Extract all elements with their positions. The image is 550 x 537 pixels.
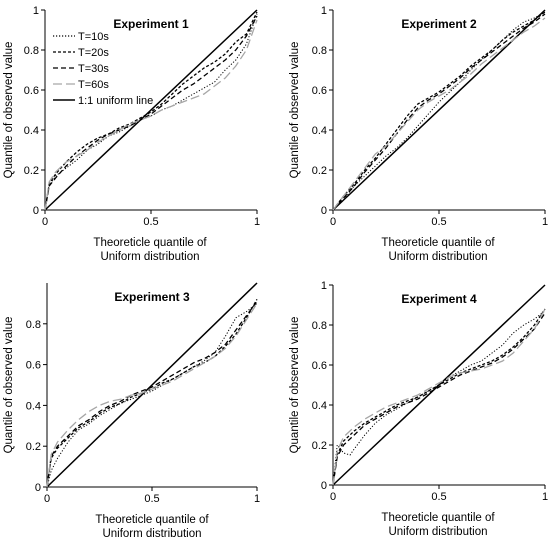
legend-entry: T=20s (78, 47, 109, 59)
x-axis-label: Uniform distribution (388, 526, 487, 537)
y-tick-label: 0.6 (312, 85, 327, 97)
panel-experiment-1: 0 0.5 1 0 0.2 0.4 0.6 0.8 1 Experiment 1 Theoretic… (3, 5, 260, 263)
panel-title: Experiment 3 (114, 290, 190, 304)
y-axis-label: Quantile of observed value (3, 317, 15, 454)
series-line-3 (46, 301, 258, 488)
y-tick-label: 0.2 (312, 165, 327, 177)
x-tick-label: 0 (330, 491, 336, 503)
series-line-2 (44, 11, 258, 211)
y-tick-label: 0.2 (312, 440, 327, 452)
y-tick-label: 0.6 (26, 360, 41, 372)
y-tick-label: 0.4 (24, 125, 39, 137)
y-tick-label: 0.8 (24, 45, 39, 57)
x-tick-label: 0.5 (143, 216, 158, 228)
y-tick-label: 0 (321, 205, 327, 217)
x-tick-label: 0.5 (431, 491, 446, 503)
x-axis-label: Theoreticle quantile of (381, 237, 495, 249)
uniform-reference-line (332, 9, 546, 211)
y-tick-label: 1 (33, 5, 39, 17)
legend-entry: 1:1 uniform line (78, 95, 153, 107)
y-axis-label: Quantile of observed value (3, 42, 15, 179)
legend-entry: T=30s (78, 63, 109, 75)
y-tick-label: 0 (321, 480, 327, 492)
series-line-3 (332, 13, 546, 211)
y-tick-label: 0.4 (26, 400, 41, 412)
y-tick-label: 0.8 (26, 319, 41, 331)
x-tick-label: 1 (542, 216, 548, 228)
x-tick-label: 1 (542, 491, 548, 503)
y-tick-label: 1 (321, 280, 327, 292)
x-tick-label: 0 (44, 493, 50, 505)
x-tick-label: 1 (254, 493, 260, 505)
uniform-reference-line (46, 282, 258, 488)
uniform-reference-line (44, 9, 258, 211)
y-tick-label: 1 (321, 5, 327, 17)
x-tick-label: 1 (254, 216, 260, 228)
x-axis-label: Uniform distribution (102, 528, 201, 537)
series-line-2 (332, 11, 546, 211)
series-line-1 (332, 11, 546, 211)
panel-experiment-2: 0 0.5 1 0 0.2 0.4 0.6 0.8 1 Experiment 2 Theoretic… (289, 5, 548, 263)
series-line-3 (44, 15, 258, 211)
legend: T=10s T=20s T=30s T=60s 1:1 uniform line (53, 31, 153, 107)
series-line-1 (46, 303, 258, 488)
y-tick-label: 0.8 (312, 45, 327, 57)
series-line-1 (332, 310, 546, 486)
y-tick-label: 0.4 (312, 400, 327, 412)
legend-entry: T=10s (78, 31, 109, 43)
series-line-4 (332, 308, 546, 486)
y-tick-label: 0.4 (312, 125, 327, 137)
x-axis-label: Theoreticle quantile of (95, 514, 209, 526)
y-tick-label: 0.2 (26, 441, 41, 453)
series-line-4 (44, 19, 258, 211)
y-tick-label: 0.6 (24, 85, 39, 97)
y-tick-label: 0.2 (24, 165, 39, 177)
panel-experiment-4: 0 0.5 1 0 0.2 0.4 0.6 0.8 1 Experiment 4 Theoretic… (289, 280, 548, 537)
series-line-3 (332, 312, 546, 486)
series-line-2 (46, 298, 258, 488)
x-tick-label: 0.5 (431, 216, 446, 228)
y-tick-label: 0.6 (312, 360, 327, 372)
y-tick-label: 0 (35, 482, 41, 494)
series-line-4 (332, 17, 546, 211)
x-axis-label: Uniform distribution (388, 251, 487, 263)
y-tick-label: 0.8 (312, 320, 327, 332)
x-tick-label: 0 (330, 216, 336, 228)
panel-title: Experiment 2 (401, 17, 477, 31)
x-axis-label: Theoreticle quantile of (381, 512, 495, 524)
x-axis-label: Uniform distribution (100, 251, 199, 263)
y-axis-label: Quantile of observed value (289, 317, 301, 454)
x-tick-label: 0.5 (144, 493, 159, 505)
x-axis-label: Theoreticle quantile of (93, 237, 207, 249)
x-tick-label: 0 (42, 216, 48, 228)
series-line-4 (46, 303, 258, 488)
legend-entry: T=60s (78, 79, 109, 91)
panel-experiment-3: 0 0.5 1 0 0.2 0.4 0.6 0.8 Experiment 3 Theoreticl… (3, 282, 260, 537)
y-axis-label: Quantile of observed value (289, 42, 301, 179)
panel-title: Experiment 4 (401, 292, 477, 306)
series-line-2 (332, 308, 546, 486)
panel-title: Experiment 1 (113, 17, 189, 31)
y-tick-label: 0 (33, 205, 39, 217)
